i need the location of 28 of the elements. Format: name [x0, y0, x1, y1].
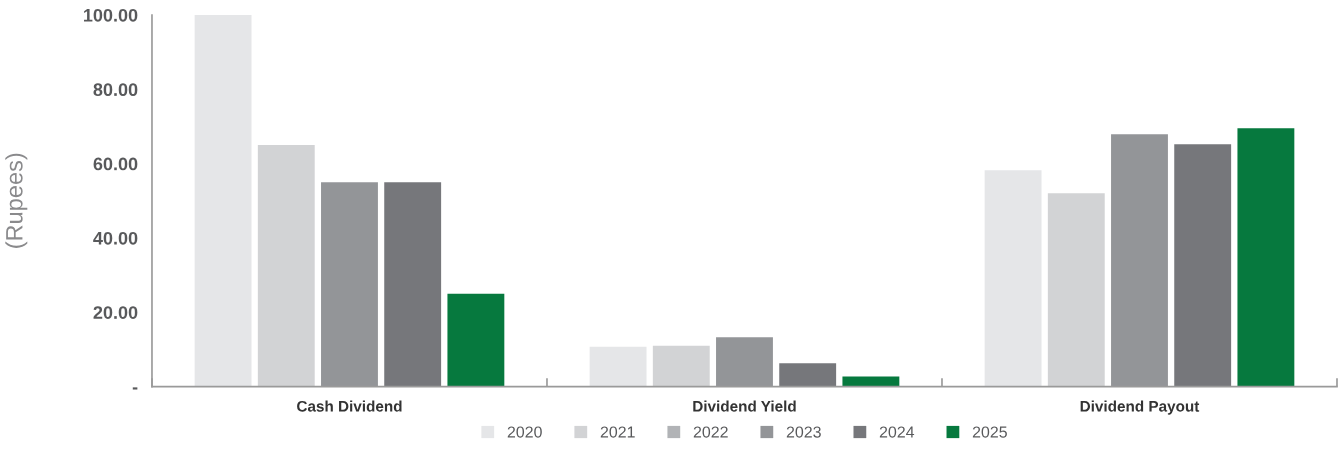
y-tick-label: -	[132, 387, 138, 390]
x-tick-label: Dividend Payout	[1080, 400, 1200, 415]
legend-label: 2024	[879, 426, 915, 438]
legend-label: 2025	[972, 426, 1007, 438]
bar	[652, 345, 710, 387]
bar	[1174, 144, 1232, 387]
bar	[1047, 193, 1105, 387]
bar	[1237, 128, 1295, 387]
legend-label: 2023	[786, 426, 821, 438]
legend-label: 2021	[600, 426, 635, 438]
y-axis-title: (Rupees)	[5, 153, 28, 248]
legend-label: 2022	[693, 426, 728, 438]
bar	[842, 376, 900, 387]
bar	[384, 182, 442, 387]
y-tick-label: 60.00	[93, 157, 138, 171]
y-tick-label: 20.00	[93, 306, 138, 319]
bar	[257, 145, 315, 387]
x-tick-label: Cash Dividend	[297, 400, 402, 412]
y-tick-label: 40.00	[93, 231, 138, 245]
y-tick-label: 100.00	[84, 8, 138, 22]
bar	[589, 346, 647, 387]
x-tick-label: Dividend Yield	[693, 400, 796, 412]
bar	[194, 15, 252, 387]
bar	[779, 363, 837, 387]
bar	[447, 293, 505, 387]
legend-label: 2020	[507, 426, 542, 438]
bar	[984, 170, 1042, 387]
y-tick-label: 80.00	[93, 83, 138, 97]
